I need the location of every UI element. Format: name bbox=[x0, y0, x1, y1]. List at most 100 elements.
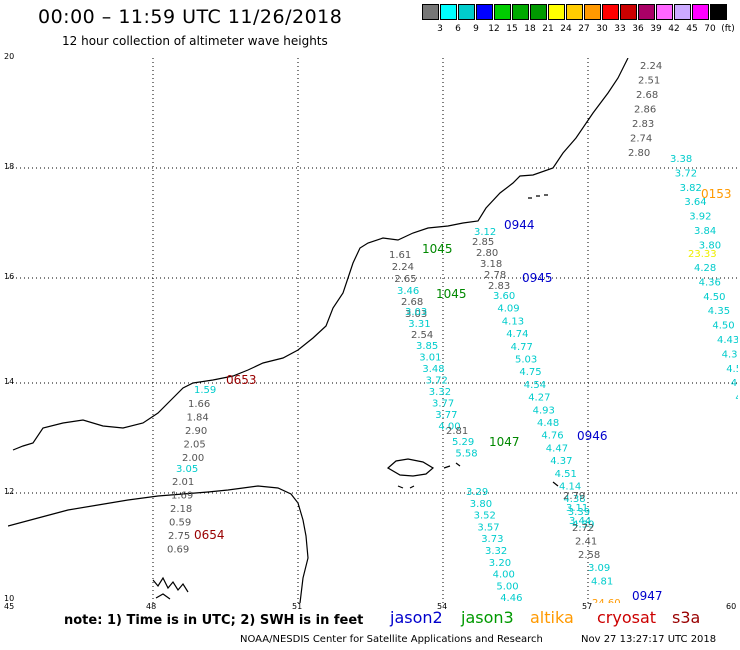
wave-height-value: 3.72 bbox=[675, 168, 697, 179]
wave-height-value: 3.92 bbox=[689, 212, 711, 223]
colorbar-label: 33 bbox=[614, 24, 626, 34]
wave-height-value: 3.64 bbox=[684, 197, 706, 208]
wave-height-value: 4.74 bbox=[506, 329, 528, 340]
colorbar-label: 3 bbox=[437, 24, 443, 34]
wave-height-value: 4.37 bbox=[550, 456, 572, 467]
lat-tick-16: 16 bbox=[4, 272, 15, 281]
wave-height-value: 4.50 bbox=[703, 292, 725, 303]
colorbar-label: 30 bbox=[596, 24, 608, 34]
wave-height-value: 2.54 bbox=[411, 330, 433, 341]
wave-height-value: 5.00 bbox=[496, 581, 518, 592]
wave-height-value: 5.03 bbox=[515, 355, 537, 366]
wave-height-value: 2.80 bbox=[476, 248, 498, 259]
lat-tick-14: 14 bbox=[4, 377, 15, 386]
pass-time-label: 0653 bbox=[226, 373, 257, 387]
colorbar-swatch bbox=[638, 4, 655, 20]
wave-height-value: 3.80 bbox=[699, 240, 721, 251]
wave-height-value: 2.83 bbox=[632, 119, 654, 130]
wave-height-value: 2.65 bbox=[394, 274, 416, 285]
colorbar-label: 12 bbox=[488, 24, 500, 34]
wave-height-value: 2.78 bbox=[484, 270, 506, 281]
wave-height-value: 2.90 bbox=[185, 426, 207, 437]
wave-height-value: 2.79 bbox=[563, 491, 585, 502]
wave-height-value: 4.38 bbox=[563, 494, 585, 505]
wave-height-value: 1.66 bbox=[188, 399, 210, 410]
wave-height-value: 3.18 bbox=[480, 259, 502, 270]
wave-height-value: 3.77 bbox=[432, 399, 454, 410]
wave-height-value: 3.03 bbox=[405, 307, 427, 318]
wave-height-value: 3.39 bbox=[568, 507, 590, 518]
colorbar-swatch bbox=[530, 4, 547, 20]
colorbar-label: 39 bbox=[650, 24, 662, 34]
colorbar-label: 6 bbox=[455, 24, 461, 34]
wave-height-value: 3.82 bbox=[680, 183, 702, 194]
colorbar-swatch bbox=[494, 4, 511, 20]
credit-line: NOAA/NESDIS Center for Satellite Applica… bbox=[240, 634, 543, 645]
wave-height-value: 3.09 bbox=[588, 563, 610, 574]
grid-lines bbox=[8, 58, 738, 603]
wave-height-value: 2.41 bbox=[575, 537, 597, 548]
wave-height-value: 4.46 bbox=[500, 593, 522, 603]
wave-height-value: 3.73 bbox=[481, 534, 503, 545]
colorbar-swatch bbox=[674, 4, 691, 20]
colorbar-swatch bbox=[656, 4, 673, 20]
colorbar-swatch bbox=[710, 4, 727, 20]
wave-height-value: 5.29 bbox=[452, 437, 474, 448]
generated-timestamp: Nov 27 13:27:17 UTC 2018 bbox=[581, 634, 717, 645]
legend-jason2: jason2 bbox=[390, 608, 443, 627]
wave-height-value: 2.01 bbox=[172, 477, 194, 488]
wave-height-value: 3.52 bbox=[474, 511, 496, 522]
wave-height-value: 4.27 bbox=[528, 393, 550, 404]
wave-height-value: 2.75 bbox=[168, 531, 190, 542]
pass-time-label: 0944 bbox=[504, 218, 535, 232]
wave-height-value: 2.68 bbox=[401, 297, 423, 308]
pass-time-label: 1047 bbox=[489, 435, 520, 449]
wave-height-value: 4.47 bbox=[546, 443, 568, 454]
colorbar-swatch bbox=[422, 4, 439, 20]
lon-tick-51: 51 bbox=[292, 602, 303, 611]
colorbar-swatch bbox=[440, 4, 457, 20]
wave-height-value: 3.72 bbox=[426, 376, 448, 387]
wave-height-value: 23.33 bbox=[688, 249, 717, 260]
legend-jason3: jason3 bbox=[461, 608, 514, 627]
wave-height-value: 4.30 bbox=[722, 349, 738, 360]
colorbar-swatch bbox=[602, 4, 619, 20]
footnote: note: 1) Time is in UTC; 2) SWH is in fe… bbox=[64, 613, 364, 628]
wave-height-value: 3.38 bbox=[670, 154, 692, 165]
wave-height-value: 4.93 bbox=[533, 405, 555, 416]
wave-height-value: 2.58 bbox=[578, 550, 600, 561]
wave-height-value: 4.00 bbox=[493, 570, 515, 581]
colorbar-swatch bbox=[692, 4, 709, 20]
wave-height-value: 4.76 bbox=[541, 431, 563, 442]
lon-tick-57: 57 bbox=[582, 602, 593, 611]
wave-height-value: 3.44 bbox=[569, 516, 591, 527]
wave-height-value: 4.52 bbox=[726, 364, 738, 375]
wave-height-value: 3.31 bbox=[408, 319, 430, 330]
wave-height-value: 2.81 bbox=[446, 426, 468, 437]
map-plot-area: 2.24 2.51 2.68 2.86 2.83 2.74 2.80 3.38 3.72 3.82… bbox=[7, 57, 740, 628]
wave-height-value: 2.72 bbox=[572, 523, 594, 534]
lat-tick-12: 12 bbox=[4, 487, 15, 496]
lat-tick-20: 20 bbox=[4, 52, 15, 61]
lon-tick-45: 45 bbox=[4, 602, 15, 611]
wave-height-value: 3.48 bbox=[422, 364, 444, 375]
colorbar-label: 9 bbox=[473, 24, 479, 34]
pass-time-label: 0153 bbox=[701, 187, 732, 201]
wave-height-value: 4.50 bbox=[712, 321, 734, 332]
pass-time-labels: 0153 0944 0945 0946 0947 1045 1045 1047 0653 0654 bbox=[194, 187, 732, 603]
lon-tick-48: 48 bbox=[146, 602, 157, 611]
wave-height-value: 4.35 bbox=[708, 306, 730, 317]
wave-height-value: 5.58 bbox=[455, 449, 477, 460]
lat-tick-18: 18 bbox=[4, 162, 15, 171]
wave-height-value: 24.60 bbox=[592, 598, 621, 603]
wave-height-value: 4.20 bbox=[731, 378, 738, 389]
colorbar-label: 15 bbox=[506, 24, 518, 34]
wave-height-value: 2.51 bbox=[638, 76, 660, 87]
colorbar-swatch bbox=[458, 4, 475, 20]
wave-height-value: 3.32 bbox=[429, 387, 451, 398]
wave-height-value: 1.59 bbox=[194, 385, 216, 396]
wave-height-value: 3.84 bbox=[694, 226, 716, 237]
wave-height-value: 0.59 bbox=[169, 518, 191, 529]
wave-height-value: 3.01 bbox=[419, 353, 441, 364]
wave-height-value: 2.83 bbox=[488, 281, 510, 292]
